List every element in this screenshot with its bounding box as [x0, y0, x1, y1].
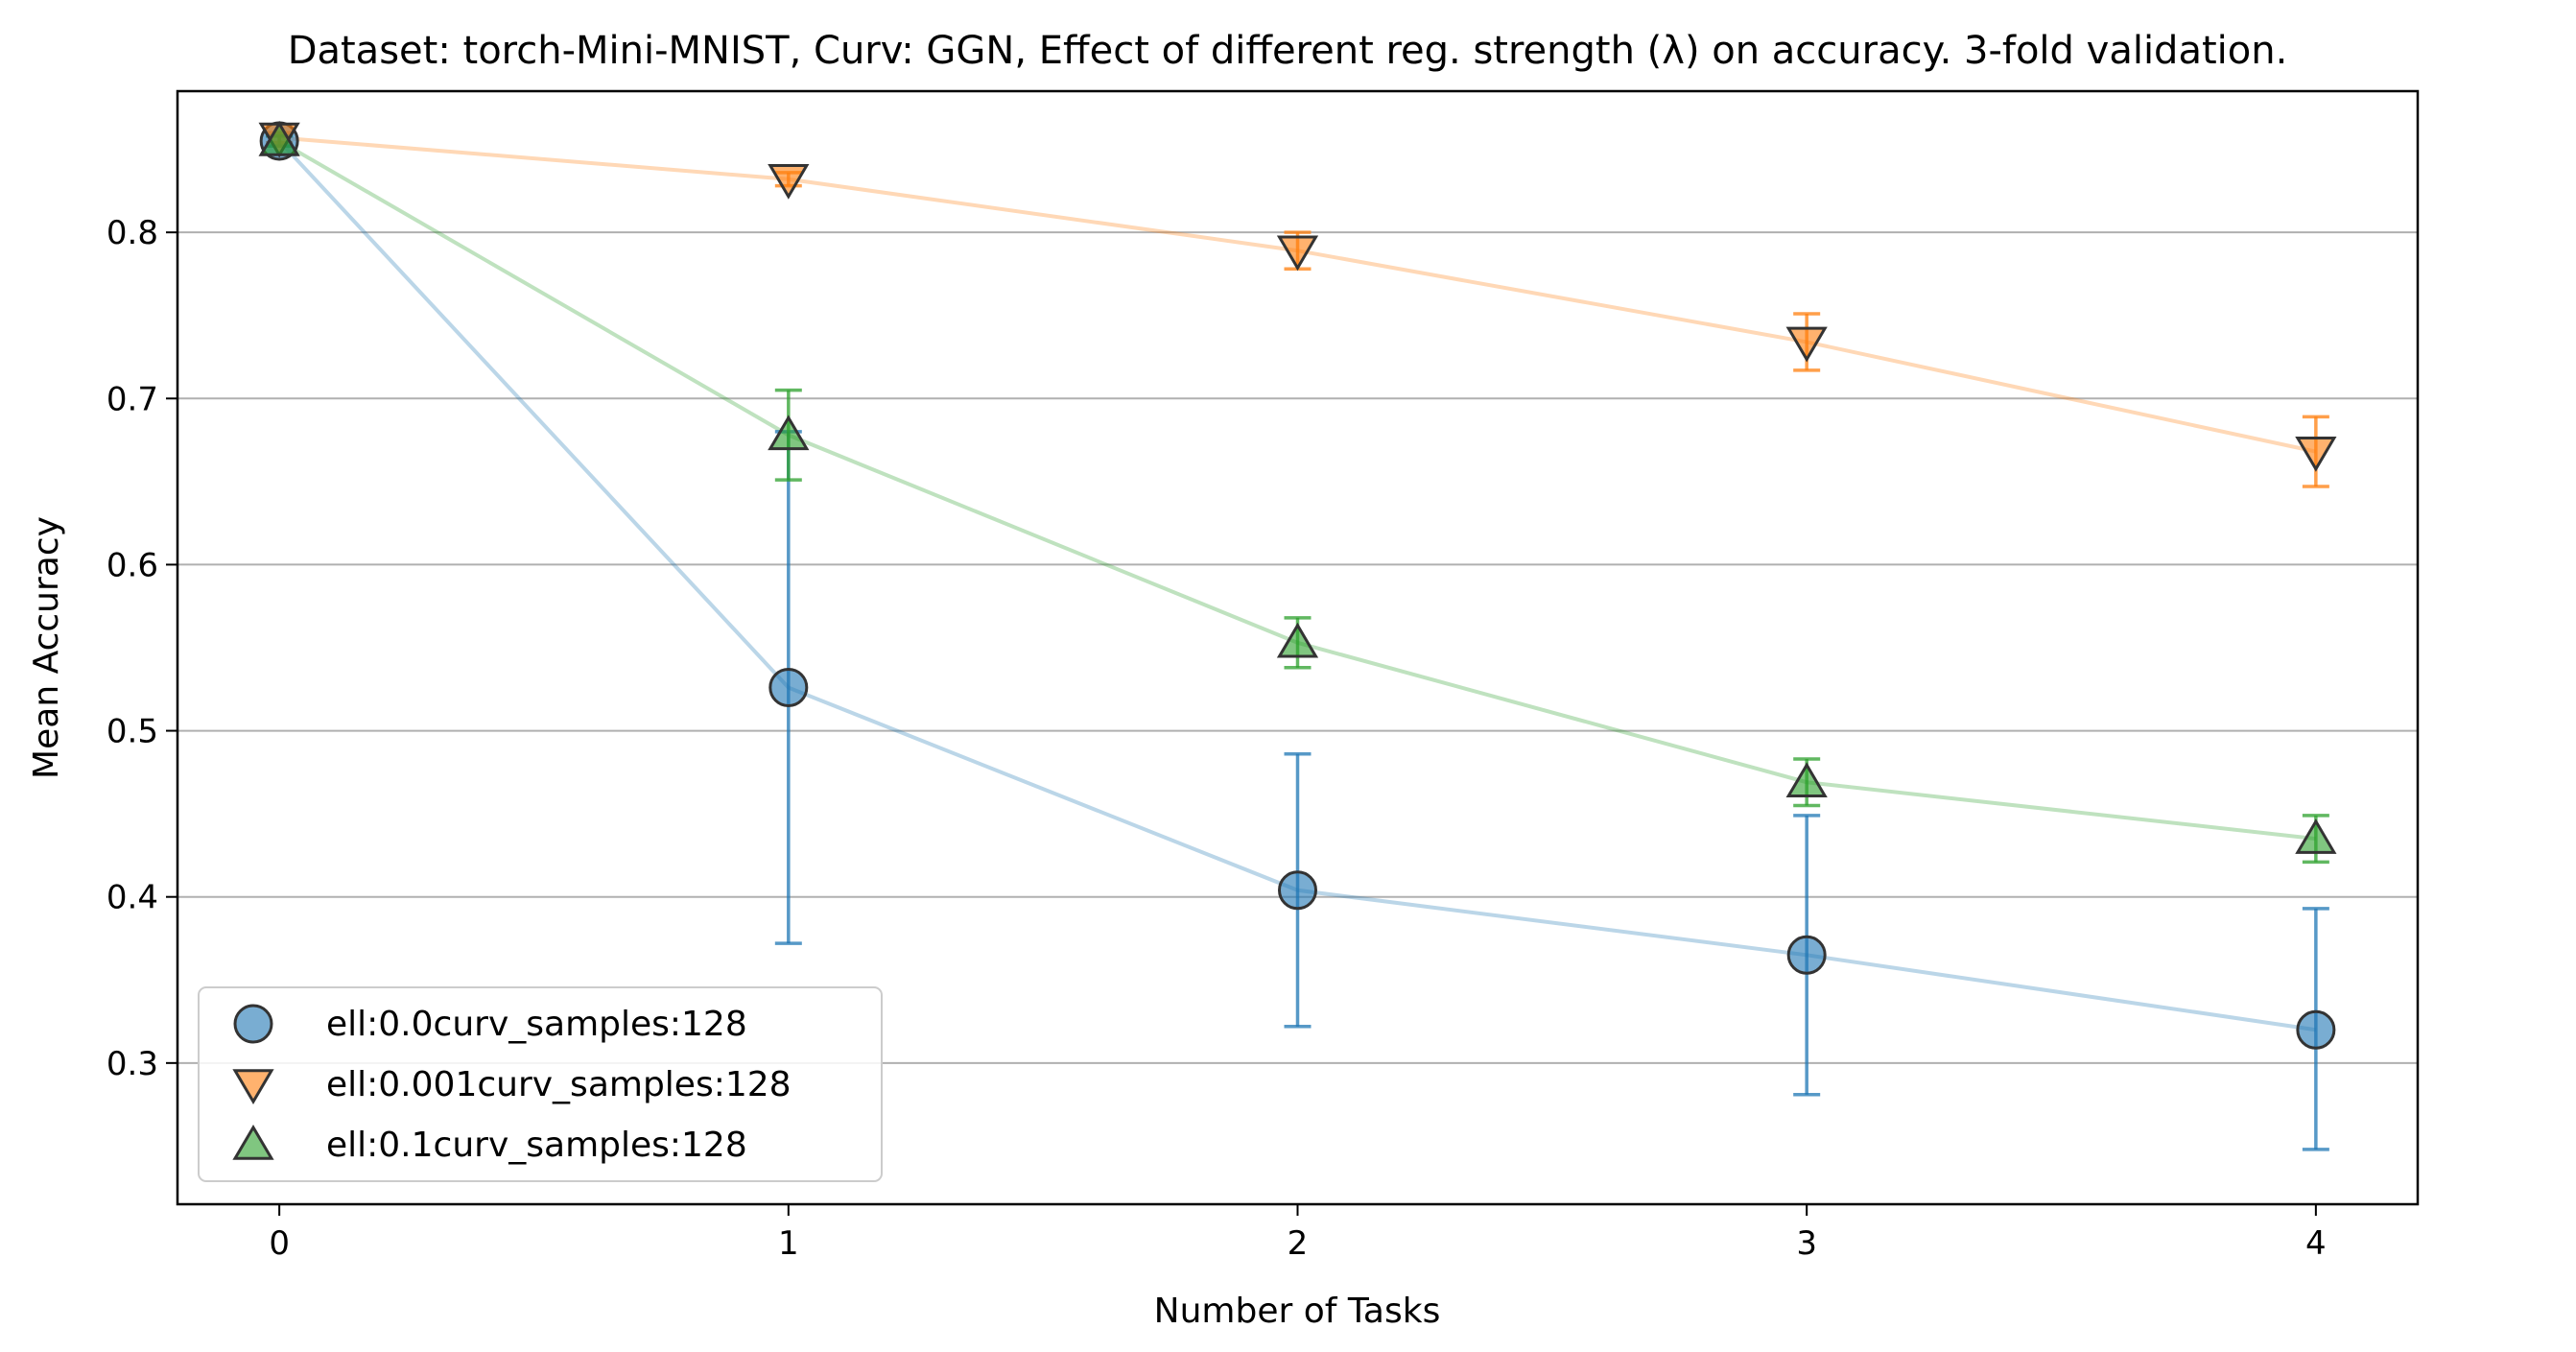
- y-tick-label-5: 0.8: [106, 214, 158, 252]
- data-point-0-1: [768, 668, 809, 708]
- data-point-0-4: [2296, 1009, 2336, 1050]
- y-axis-ticks: 0.3 0.4 0.5 0.6 0.7 0.8: [106, 214, 177, 1083]
- legend-marker-1: [232, 1069, 274, 1105]
- x-axis-ticks: 0 1 2 3 4: [269, 1204, 2327, 1263]
- data-point-1-2: [1276, 235, 1319, 272]
- legend-label-1: ell:0.001curv_samples:128: [326, 1065, 792, 1104]
- x-axis-label: Number of Tasks: [1154, 1292, 1441, 1331]
- data-point-0-2: [1278, 870, 1317, 911]
- legend-marker-0: [233, 1004, 273, 1044]
- data-point-1-4: [2295, 436, 2337, 472]
- data-point-2-0: [258, 120, 300, 156]
- x-tick-label-0: 0: [269, 1224, 290, 1263]
- x-tick-label-4: 4: [2305, 1224, 2327, 1263]
- y-axis-label: Mean Accuracy: [27, 516, 66, 779]
- y-tick-label-4: 0.7: [106, 380, 158, 418]
- legend-label-0: ell:0.0curv_samples:128: [326, 1005, 747, 1044]
- x-tick-label-3: 3: [1796, 1224, 1817, 1263]
- series-line-1: [278, 135, 2317, 454]
- data-point-1-1: [768, 164, 810, 200]
- legend-label-2: ell:0.1curv_samples:128: [326, 1126, 747, 1165]
- data-point-2-3: [1785, 762, 1828, 797]
- data-point-2-2: [1276, 622, 1319, 658]
- data-point-2-1: [768, 415, 810, 451]
- data-markers: [258, 120, 2337, 1050]
- data-point-0-3: [1786, 935, 1827, 975]
- data-point-1-3: [1785, 326, 1828, 363]
- legend-marker-2: [232, 1124, 274, 1160]
- legend: ell:0.0curv_samples:128 ell:0.001curv_sam…: [198, 986, 883, 1182]
- y-tick-label-1: 0.4: [106, 879, 158, 917]
- y-tick-label-0: 0.3: [106, 1045, 158, 1083]
- x-tick-label-2: 2: [1288, 1224, 1309, 1263]
- y-tick-label-3: 0.6: [106, 546, 158, 584]
- chart-title: Dataset: torch-Mini-MNIST, Curv: GGN, Ef…: [288, 29, 2288, 73]
- data-point-2-4: [2295, 818, 2337, 854]
- legend-box: [198, 986, 883, 1182]
- x-tick-label-1: 1: [778, 1224, 799, 1263]
- y-tick-label-2: 0.5: [106, 713, 158, 751]
